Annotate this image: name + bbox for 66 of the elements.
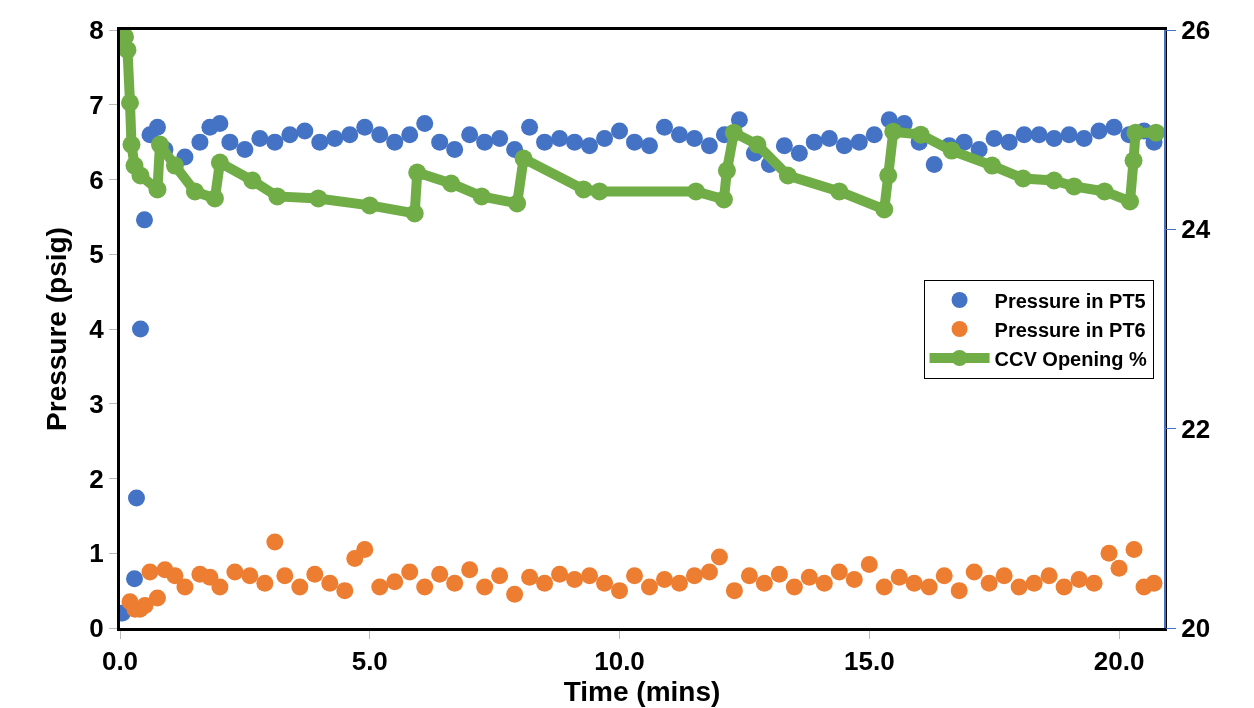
point — [1121, 192, 1140, 211]
x-axis-title: Time (mins) — [563, 676, 721, 708]
y-tick-label: 4 — [89, 314, 105, 345]
point — [210, 153, 229, 172]
point — [686, 182, 705, 201]
y-tick-label: 6 — [89, 164, 104, 195]
point — [514, 149, 533, 168]
point — [884, 122, 903, 141]
point — [942, 141, 961, 160]
point — [268, 187, 287, 206]
point — [131, 166, 150, 185]
point — [879, 166, 898, 185]
legend-label: Pressure in PT5 — [994, 289, 1146, 312]
y2-tick-label: 24 — [1181, 214, 1211, 245]
y-tick-label: 1 — [89, 538, 104, 569]
point — [875, 200, 894, 219]
point — [748, 135, 767, 154]
point — [590, 182, 609, 201]
point — [778, 166, 797, 185]
x-tick-label: 15.0 — [843, 646, 895, 677]
point — [1095, 182, 1114, 201]
y-tick-label: 2 — [89, 463, 104, 494]
y-tick-label: 0 — [89, 613, 104, 644]
y-tick-label: 5 — [89, 239, 104, 270]
point — [243, 171, 262, 190]
point — [911, 125, 930, 144]
point — [309, 189, 328, 208]
point — [574, 180, 593, 199]
y-tick-label: 7 — [89, 89, 104, 120]
point — [714, 190, 733, 209]
point — [205, 189, 224, 208]
point — [165, 156, 184, 175]
y2-tick-label: 20 — [1181, 613, 1211, 644]
y-axis-title: Pressure (psig) — [41, 227, 73, 431]
y2-tick-label: 26 — [1181, 15, 1211, 46]
point — [360, 196, 379, 215]
point — [472, 187, 491, 206]
legend-label: Pressure in PT6 — [994, 318, 1146, 341]
point — [120, 40, 137, 59]
point — [150, 135, 169, 154]
y2-tick-label: 22 — [1181, 413, 1211, 444]
legend-label: CCV Opening % — [994, 347, 1147, 370]
point — [983, 156, 1002, 175]
point — [1147, 123, 1164, 142]
point — [508, 194, 527, 213]
point — [1065, 177, 1084, 196]
point — [1124, 151, 1143, 170]
x-tick-label: 0.0 — [101, 646, 139, 677]
point — [1126, 123, 1145, 142]
point — [442, 174, 461, 193]
point — [724, 123, 743, 142]
y-tick-label: 8 — [89, 15, 104, 46]
point — [830, 182, 849, 201]
point — [148, 180, 167, 199]
point — [121, 93, 139, 112]
point — [408, 163, 427, 182]
point — [405, 204, 424, 223]
point — [1045, 171, 1064, 190]
point — [122, 135, 141, 154]
point — [185, 182, 204, 201]
point — [717, 161, 736, 180]
x-tick-label: 5.0 — [351, 646, 388, 677]
x-tick-label: 10.0 — [594, 646, 645, 677]
x-tick-label: 20.0 — [1093, 646, 1145, 677]
y-tick-label: 3 — [89, 388, 104, 419]
point — [1014, 169, 1033, 188]
